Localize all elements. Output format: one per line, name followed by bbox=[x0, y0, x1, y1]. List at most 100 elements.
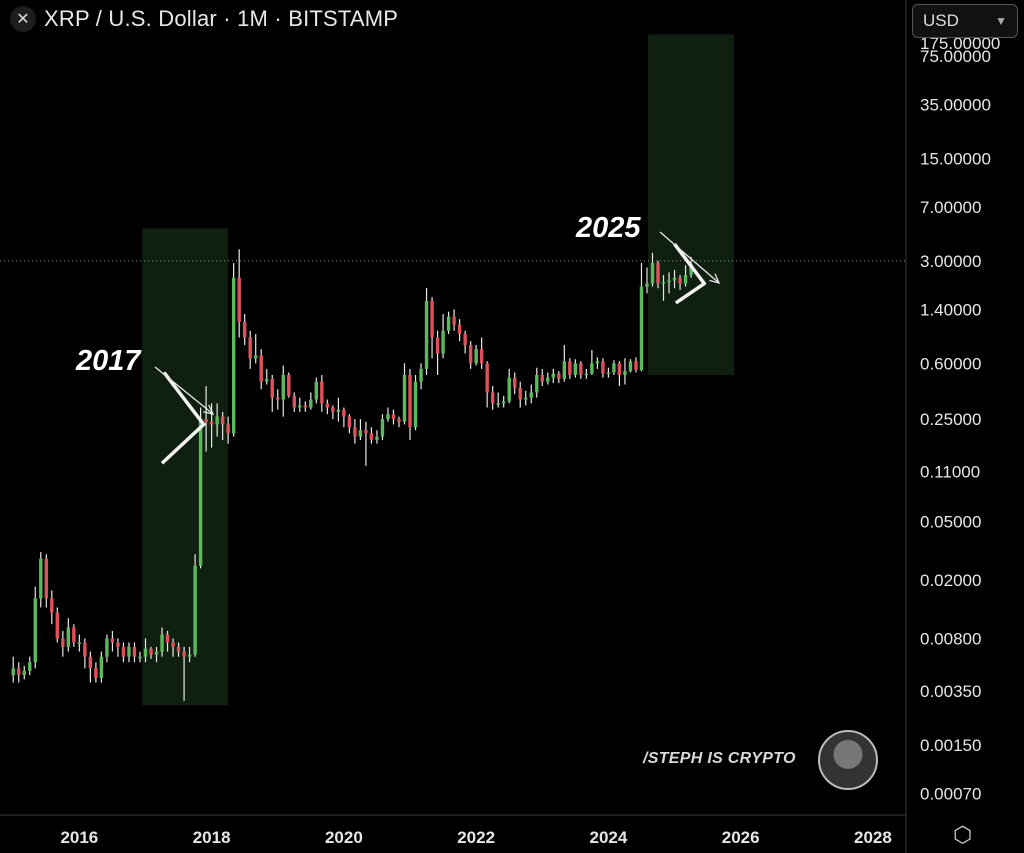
candle bbox=[320, 374, 324, 412]
candle bbox=[336, 397, 341, 422]
candle-body bbox=[231, 277, 236, 434]
candle-body bbox=[314, 381, 319, 400]
candle bbox=[242, 314, 247, 346]
candle bbox=[457, 319, 462, 342]
candle-body bbox=[513, 377, 517, 388]
candle-body bbox=[237, 277, 241, 322]
candle-body bbox=[94, 668, 98, 678]
hexagon-gear-icon[interactable]: ⬡ bbox=[953, 822, 973, 847]
candle-body bbox=[171, 642, 175, 647]
candle-body bbox=[281, 374, 285, 400]
pennant-pattern-2025 bbox=[673, 243, 707, 305]
chevron-down-icon: ▼ bbox=[995, 14, 1007, 28]
annotation-label-2025: 2025 bbox=[575, 212, 641, 244]
candle bbox=[83, 638, 87, 669]
price-tick-label: 0.00350 bbox=[920, 682, 981, 701]
candle-body bbox=[353, 427, 357, 437]
candle-body bbox=[209, 421, 214, 425]
candle bbox=[573, 359, 578, 378]
candle bbox=[50, 590, 54, 625]
candle-body bbox=[132, 646, 137, 657]
candle bbox=[634, 357, 638, 373]
candle bbox=[33, 586, 37, 669]
candle bbox=[463, 330, 467, 354]
candle-body bbox=[380, 419, 385, 437]
candle-body bbox=[298, 405, 302, 408]
time-tick-label: 2016 bbox=[60, 828, 98, 847]
candle-body bbox=[424, 300, 429, 369]
candle-body bbox=[397, 419, 401, 422]
candle-body bbox=[452, 316, 456, 325]
candle-body bbox=[364, 430, 368, 434]
candle bbox=[204, 386, 208, 452]
candle-body bbox=[265, 378, 269, 382]
candle bbox=[325, 399, 330, 415]
candle-body bbox=[176, 646, 181, 652]
candle-body bbox=[634, 361, 638, 371]
candle bbox=[253, 334, 258, 364]
candle-body bbox=[187, 654, 192, 657]
candle bbox=[419, 363, 423, 390]
price-axis: 75.00000 35.00000 15.00000 7.00000 3.00000 1.… bbox=[920, 34, 1000, 804]
candle bbox=[623, 358, 627, 385]
candle bbox=[176, 642, 181, 657]
price-tick-label: 0.00800 bbox=[920, 629, 981, 648]
candle-body bbox=[110, 638, 115, 643]
candle-body bbox=[182, 651, 186, 657]
price-tick-label: 15.00000 bbox=[920, 149, 991, 168]
candle-body bbox=[435, 337, 440, 354]
candle bbox=[546, 372, 550, 385]
time-tick-label: 2026 bbox=[722, 828, 760, 847]
candle bbox=[584, 368, 589, 379]
candle bbox=[99, 651, 104, 683]
candle-body bbox=[468, 345, 473, 364]
candle-body bbox=[33, 598, 37, 663]
candle-body bbox=[88, 656, 93, 669]
highlight-box-2025 bbox=[648, 34, 735, 375]
candle bbox=[507, 368, 511, 404]
candle-body bbox=[573, 363, 578, 375]
time-axis: 2016 2018 2020 2022 2024 2026 2028 bbox=[60, 828, 891, 847]
candle-body bbox=[226, 424, 230, 434]
highlight-box-2017 bbox=[142, 228, 229, 706]
candle-body bbox=[331, 407, 335, 412]
candle-body bbox=[463, 334, 467, 346]
candle-body bbox=[105, 638, 109, 657]
price-tick-label: 7.00000 bbox=[920, 198, 981, 217]
candle-body bbox=[44, 558, 49, 599]
annotation-arrow-head-2017 bbox=[203, 404, 215, 415]
candle-body bbox=[121, 646, 126, 657]
candle bbox=[292, 392, 296, 412]
candle bbox=[165, 630, 170, 652]
candle bbox=[287, 372, 291, 398]
candle bbox=[61, 630, 65, 657]
chart-title: XRP / U.S. Dollar · 1M · BITSTAMP bbox=[44, 6, 399, 31]
candle bbox=[380, 414, 385, 441]
candle bbox=[446, 311, 451, 335]
x-icon[interactable]: ✕ bbox=[10, 6, 36, 32]
currency-selector[interactable]: USD ▼ bbox=[912, 4, 1018, 38]
candle-body bbox=[77, 642, 82, 644]
candle-body bbox=[39, 558, 43, 599]
candle-body bbox=[220, 416, 225, 425]
candle bbox=[265, 368, 269, 385]
candle bbox=[226, 416, 230, 444]
price-tick-label: 0.25000 bbox=[920, 410, 981, 429]
candle-body bbox=[72, 627, 76, 643]
price-tick-label: 35.00000 bbox=[920, 95, 991, 114]
candle-body bbox=[413, 381, 418, 428]
candle bbox=[496, 392, 500, 408]
candle bbox=[358, 419, 363, 441]
candle-body bbox=[485, 363, 489, 393]
candle-body bbox=[165, 634, 170, 643]
candle bbox=[601, 358, 605, 378]
candle-body bbox=[606, 372, 611, 374]
time-tick-label: 2028 bbox=[854, 828, 892, 847]
candle bbox=[375, 430, 379, 444]
candle bbox=[110, 630, 115, 652]
candle bbox=[474, 345, 478, 366]
candle bbox=[612, 360, 616, 375]
candle-body bbox=[61, 638, 65, 647]
candle bbox=[298, 397, 302, 412]
